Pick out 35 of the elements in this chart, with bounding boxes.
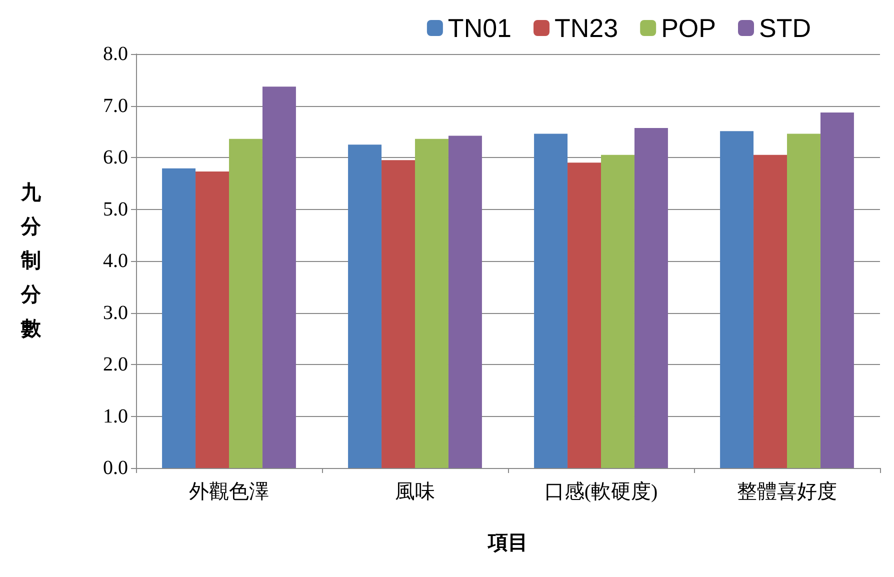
y-axis-title: 九分制分數 bbox=[20, 182, 42, 340]
y-tick-label: 5.0 bbox=[103, 198, 128, 220]
bar bbox=[262, 86, 296, 468]
bar bbox=[787, 134, 820, 468]
bar bbox=[720, 131, 754, 468]
bar bbox=[162, 168, 196, 468]
y-tick-label: 1.0 bbox=[103, 405, 128, 428]
legend-label: STD bbox=[759, 13, 811, 43]
legend-label: POP bbox=[661, 13, 716, 43]
bar bbox=[348, 144, 382, 468]
bar bbox=[820, 112, 854, 468]
y-tick-label: 2.0 bbox=[103, 354, 128, 376]
bar bbox=[448, 136, 482, 468]
y-tick-label: 6.0 bbox=[103, 146, 128, 168]
bar bbox=[754, 154, 787, 468]
bar bbox=[601, 154, 634, 468]
y-tick-label: 0.0 bbox=[103, 457, 128, 479]
x-tick-label: 風味 bbox=[395, 481, 435, 503]
bar bbox=[196, 171, 229, 468]
y-tick-label: 3.0 bbox=[103, 302, 128, 324]
y-tick-label: 7.0 bbox=[103, 94, 128, 117]
bar bbox=[382, 160, 415, 468]
y-tick-label: 8.0 bbox=[103, 43, 128, 65]
legend-label: TN23 bbox=[554, 13, 618, 43]
x-tick-label: 整體喜好度 bbox=[737, 481, 837, 503]
x-tick-label: 口感(軟硬度) bbox=[544, 481, 658, 503]
bar bbox=[568, 162, 601, 468]
bar bbox=[415, 138, 448, 468]
bar bbox=[634, 128, 668, 468]
legend-label: TN01 bbox=[448, 13, 512, 43]
bar bbox=[229, 138, 262, 468]
y-tick-label: 4.0 bbox=[103, 250, 128, 272]
x-axis-title: 項目 bbox=[487, 532, 528, 554]
bar bbox=[534, 134, 568, 468]
x-tick-label: 外觀色澤 bbox=[189, 481, 269, 503]
